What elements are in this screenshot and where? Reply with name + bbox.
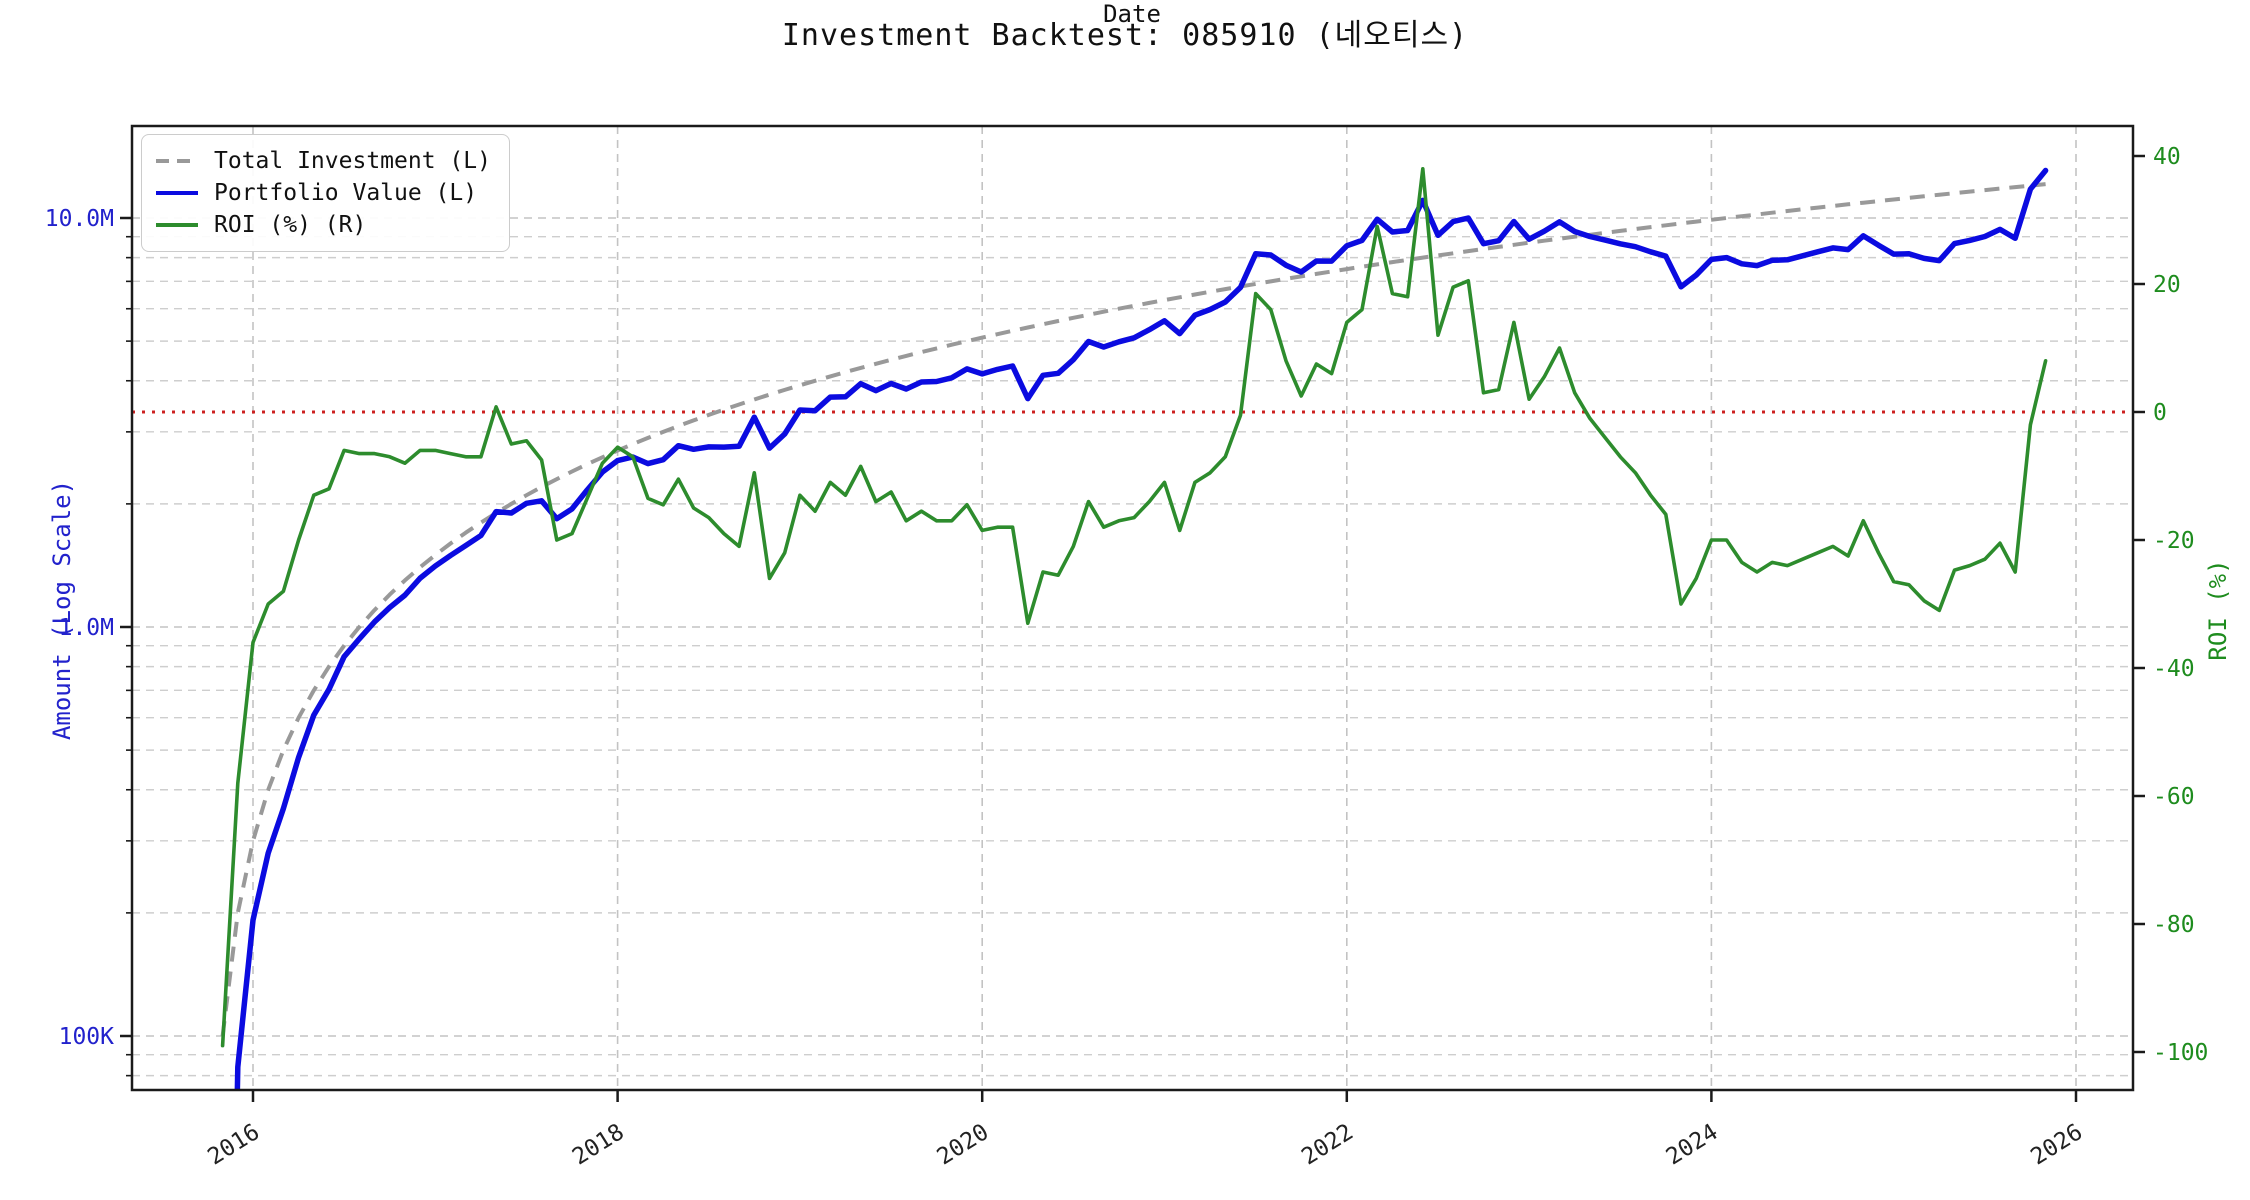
legend-label: Portfolio Value (L) — [214, 180, 478, 206]
dashed-line-swatch — [156, 159, 198, 163]
y-right-tick-label: -60 — [2153, 784, 2195, 810]
plot-border — [130, 124, 2135, 1092]
y-left-tick-label: 1.0M — [59, 615, 114, 641]
legend-label: Total Investment (L) — [214, 148, 491, 174]
x-tick-label: 2018 — [568, 1119, 629, 1170]
y-right-tick-label: 40 — [2153, 144, 2181, 170]
solid-line-swatch — [156, 191, 198, 195]
roi-line — [220, 167, 2048, 1048]
y-left-tick-label: 100K — [59, 1024, 115, 1050]
y-right-tick-label: -100 — [2153, 1040, 2208, 1066]
x-tick-label: 2024 — [1662, 1119, 1723, 1170]
chart-title: Investment Backtest: 085910 (네오티스) — [781, 18, 1469, 53]
solid-line-swatch — [156, 223, 198, 227]
x-tick-label: 2026 — [2026, 1119, 2087, 1170]
x-tick-label: 2022 — [1297, 1119, 1358, 1170]
y-right-tick-label: -20 — [2153, 528, 2195, 554]
legend-label: ROI (%) (R) — [214, 212, 367, 238]
x-tick-label: 2016 — [203, 1119, 264, 1170]
legend-item: Portfolio Value (L) — [156, 177, 491, 209]
y-right-tick-label: 20 — [2153, 272, 2181, 298]
portfolio-value-line — [234, 167, 2049, 1090]
y-right-tick-label: -80 — [2153, 912, 2195, 938]
total-investment-line — [220, 182, 2046, 1037]
legend: Total Investment (L) Portfolio Value (L) R… — [141, 134, 510, 252]
legend-item: Total Investment (L) — [156, 145, 491, 177]
x-tick-label: 2020 — [933, 1119, 994, 1170]
y-right-tick-label: 0 — [2153, 400, 2167, 426]
legend-item: ROI (%) (R) — [156, 209, 491, 241]
x-axis-label: Date — [1103, 0, 1161, 28]
y-right-tick-label: -40 — [2153, 656, 2195, 682]
y-left-tick-label: 10.0M — [45, 206, 114, 232]
